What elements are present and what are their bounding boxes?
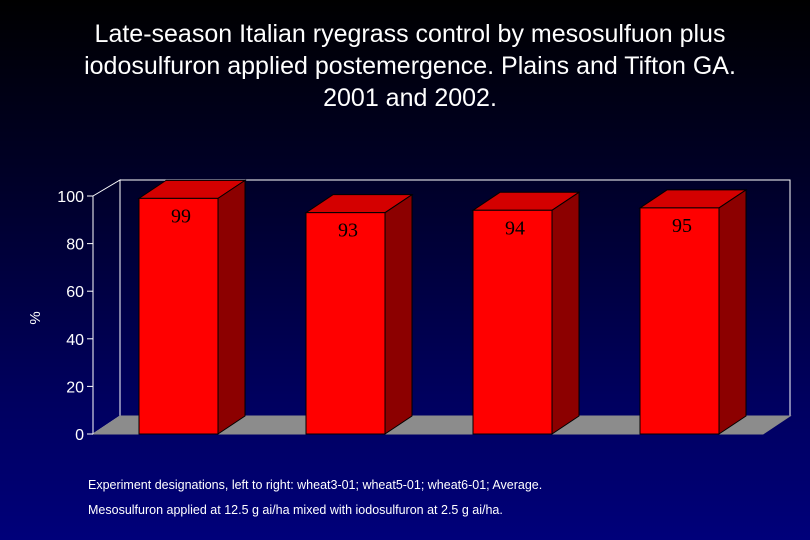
bar-front-face	[138, 197, 219, 435]
data-label: 99	[171, 205, 191, 227]
bar-front-face	[639, 207, 720, 435]
title-line-2: iodosulfuron applied postemergence. Plai…	[84, 52, 736, 80]
bar-side-face	[718, 188, 747, 435]
data-label: 93	[338, 220, 358, 242]
bar	[304, 193, 414, 435]
data-labels: 99 93 94 95	[171, 205, 692, 241]
y-tick-label: 0	[75, 427, 84, 444]
y-tick-label: 40	[66, 332, 84, 349]
bar-side-face	[551, 191, 580, 435]
bar	[471, 191, 581, 435]
y-ticks: 0 20 40 60 80 100	[57, 189, 93, 444]
y-axis-label: %	[27, 311, 44, 324]
title-line-3: 2001 and 2002.	[323, 84, 497, 112]
y-tick-label: 80	[66, 237, 84, 254]
y-tick-label: 100	[57, 189, 84, 206]
bar-side-face	[384, 193, 413, 435]
bars	[137, 179, 748, 435]
y-tick-label: 20	[66, 379, 84, 396]
data-label: 95	[672, 215, 692, 237]
bar-side-face	[217, 179, 246, 435]
bar	[638, 188, 748, 435]
footnote-experiments: Experiment designations, left to right: …	[88, 478, 543, 492]
bar-front-face	[472, 209, 553, 435]
bar	[137, 179, 247, 435]
side-wall	[92, 179, 121, 435]
title-line-1: Late-season Italian ryegrass control by …	[94, 20, 726, 48]
slide-title: Late-season Italian ryegrass control by …	[10, 18, 810, 114]
footnote-rates: Mesosulfuron applied at 12.5 g ai/ha mix…	[88, 503, 503, 517]
y-tick-label: 60	[66, 284, 84, 301]
data-label: 94	[505, 217, 525, 239]
bar-front-face	[305, 212, 386, 435]
